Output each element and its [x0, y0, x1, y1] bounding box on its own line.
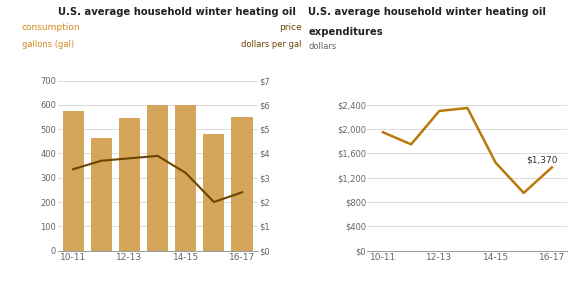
- Bar: [232, 117, 253, 251]
- Text: consumption: consumption: [22, 23, 80, 32]
- Bar: [63, 111, 84, 251]
- Text: $1,370: $1,370: [526, 155, 558, 164]
- Text: price: price: [279, 23, 301, 32]
- Text: U.S. average household winter heating oil: U.S. average household winter heating oi…: [58, 7, 295, 17]
- Bar: [90, 138, 112, 251]
- Bar: [147, 105, 168, 251]
- Text: dollars per gal: dollars per gal: [241, 40, 301, 49]
- Bar: [203, 134, 225, 251]
- Text: U.S. average household winter heating oil: U.S. average household winter heating oi…: [308, 7, 546, 17]
- Bar: [119, 118, 140, 251]
- Bar: [175, 105, 196, 251]
- Text: expenditures: expenditures: [308, 27, 383, 37]
- Text: gallons (gal): gallons (gal): [22, 40, 74, 49]
- Text: dollars: dollars: [308, 42, 336, 51]
